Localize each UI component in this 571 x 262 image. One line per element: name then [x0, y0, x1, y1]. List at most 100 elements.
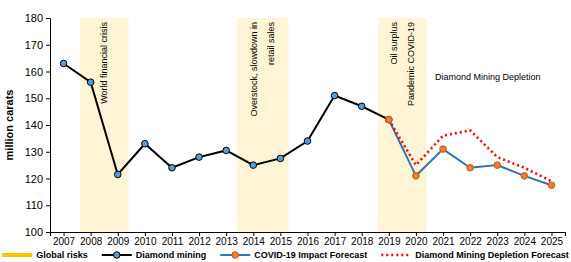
- series-marker: [494, 162, 501, 169]
- x-tick-label: 2014: [243, 236, 266, 247]
- y-tick: 170: [25, 39, 50, 51]
- series-marker: [548, 182, 555, 189]
- y-tick-label: 130: [25, 146, 43, 158]
- x-tick: 2012: [188, 232, 211, 247]
- series-marker: [467, 165, 474, 172]
- series-marker: [440, 146, 447, 153]
- y-tick-mark: [46, 179, 50, 180]
- x-tick: 2017: [324, 232, 347, 247]
- y-tick-mark: [46, 205, 50, 206]
- x-axis: 2007 2008 2009 2010 2011 2012 2013 2014 2015 2016…: [51, 232, 566, 247]
- x-tick-label: 2017: [324, 236, 347, 247]
- x-tick-label: 2008: [80, 236, 103, 247]
- legend: Global risks Diamond mining COVID-19 Impac…: [2, 250, 569, 260]
- x-tick: 2022: [460, 232, 483, 247]
- y-tick-mark: [46, 125, 50, 126]
- band-label: Oil surplus: [389, 22, 399, 65]
- x-tick: 2010: [134, 232, 157, 247]
- y-tick: 100: [25, 226, 50, 238]
- legend-label: COVID-19 Impact Forecast: [254, 250, 367, 260]
- series-line: [389, 120, 552, 182]
- x-tick-label: 2022: [460, 236, 483, 247]
- y-tick: 140: [25, 119, 50, 131]
- series-marker: [196, 154, 203, 161]
- x-tick: 2009: [107, 232, 130, 247]
- chart: 2007 2008 2009 2010 2011 2012 2013 2014 2015 2016…: [0, 0, 571, 262]
- legend-label: Diamond mining: [136, 250, 207, 260]
- x-tick: 2011: [162, 232, 184, 247]
- y-tick-label: 150: [25, 92, 43, 104]
- risk-band: [378, 18, 427, 232]
- x-tick-label: 2025: [541, 236, 564, 247]
- annotation: Diamond Mining Depletion: [435, 72, 541, 82]
- legend-swatch: [2, 253, 32, 257]
- y-tick: 180: [25, 12, 50, 24]
- x-tick-label: 2013: [216, 236, 239, 247]
- x-tick: 2013: [216, 232, 239, 247]
- band-label: Pandemic COVID-19: [406, 22, 416, 106]
- series-marker: [250, 162, 257, 169]
- band-label: Overstock, slowdown in: [249, 22, 259, 117]
- y-tick: 130: [25, 146, 50, 158]
- x-tick: 2014: [243, 232, 266, 247]
- x-tick-label: 2010: [134, 236, 157, 247]
- legend-item: Diamond mining: [102, 250, 207, 260]
- x-tick-label: 2019: [378, 236, 401, 247]
- y-tick: 150: [25, 92, 50, 104]
- y-tick-mark: [46, 45, 50, 46]
- legend-swatch: [381, 254, 411, 257]
- series-marker: [142, 140, 149, 147]
- legend-item: COVID-19 Impact Forecast: [220, 250, 367, 260]
- series-marker: [358, 103, 365, 110]
- legend-item: Diamond Mining Depletion Forecast: [381, 250, 569, 260]
- series-marker: [87, 79, 94, 86]
- y-tick-label: 160: [25, 66, 43, 78]
- series-marker: [60, 60, 67, 67]
- y-tick-label: 100: [25, 226, 43, 238]
- y-axis-line: [46, 19, 51, 233]
- x-tick: 2025: [541, 232, 564, 247]
- series-line: [64, 63, 389, 174]
- x-tick-label: 2009: [107, 236, 130, 247]
- y-tick-mark: [46, 232, 50, 233]
- risk-band: [237, 18, 288, 232]
- series-marker: [304, 138, 311, 145]
- x-tick-label: 2024: [514, 236, 537, 247]
- band-label: retail sales: [266, 22, 276, 66]
- series-marker: [413, 173, 420, 180]
- plot-area: [60, 18, 554, 232]
- x-tick: 2015: [270, 232, 293, 247]
- x-tick: 2024: [514, 232, 537, 247]
- x-tick: 2019: [378, 232, 401, 247]
- x-tick-label: 2023: [487, 236, 510, 247]
- series-marker: [223, 147, 230, 154]
- y-tick-mark: [46, 152, 50, 153]
- y-tick: 120: [25, 173, 50, 185]
- series-marker: [386, 116, 393, 123]
- y-tick-label: 140: [25, 119, 43, 131]
- series-line: [389, 120, 552, 186]
- x-tick-label: 2011: [162, 236, 184, 247]
- y-axis: 100 110 120 130 140 150 160 170 180: [25, 12, 51, 238]
- y-tick-label: 170: [25, 39, 43, 51]
- legend-marker: [232, 252, 239, 259]
- legend-item: Global risks: [2, 250, 88, 260]
- x-tick: 2008: [80, 232, 103, 247]
- legend-label: Global risks: [36, 250, 88, 260]
- legend-label: Diamond Mining Depletion Forecast: [415, 250, 569, 260]
- y-tick-mark: [46, 98, 50, 99]
- legend-marker: [113, 252, 120, 259]
- x-tick: 2007: [53, 232, 76, 247]
- x-tick-label: 2021: [432, 236, 455, 247]
- series-marker: [386, 116, 393, 123]
- y-tick-mark: [46, 72, 50, 73]
- band-label: World financial crisis: [99, 22, 109, 104]
- y-tick-label: 120: [25, 173, 43, 185]
- x-tick-label: 2012: [188, 236, 211, 247]
- x-tick-label: 2020: [405, 236, 428, 247]
- x-tick-label: 2015: [270, 236, 293, 247]
- y-tick-label: 110: [25, 199, 43, 211]
- x-tick: 2018: [351, 232, 374, 247]
- x-tick: 2016: [297, 232, 320, 247]
- y-tick: 160: [25, 66, 50, 78]
